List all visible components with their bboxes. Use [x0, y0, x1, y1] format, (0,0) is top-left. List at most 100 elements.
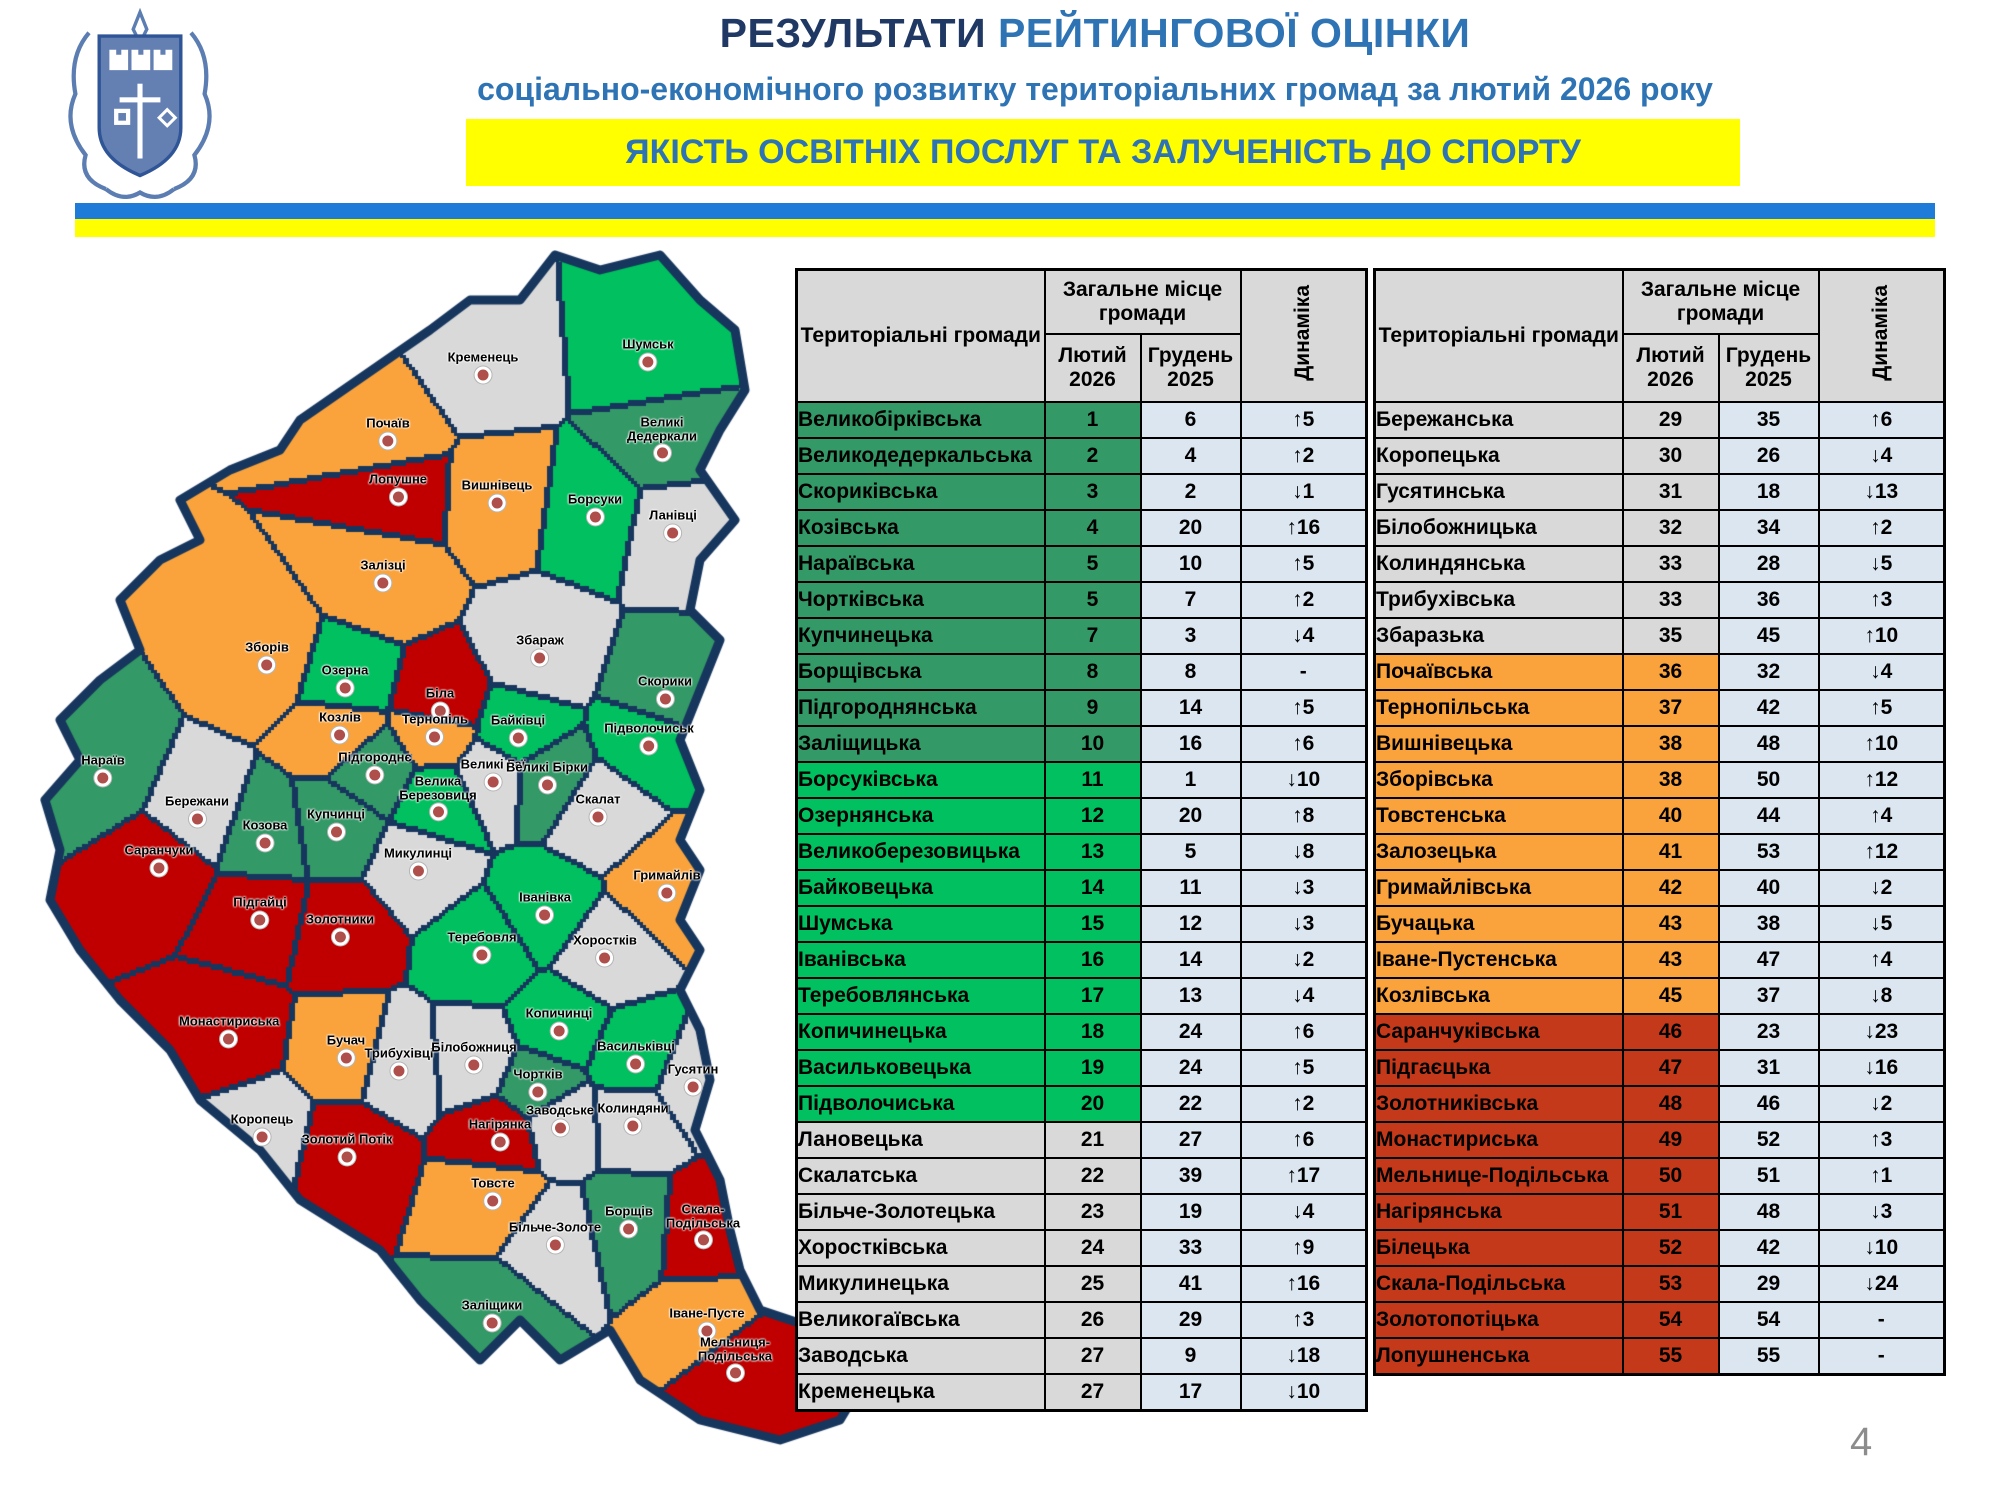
settlement-name: Великі Гаї — [460, 756, 526, 772]
community-name-cell: Великогаївська — [795, 1301, 1046, 1339]
dec-place-cell: 31 — [1717, 1049, 1820, 1087]
community-name-cell: Гримайлівська — [1373, 869, 1624, 907]
map-region-label: Трибухівці — [364, 1046, 434, 1080]
table-row: Скалатська 22 39 ↑17 — [795, 1157, 1368, 1195]
col-header-dec: Грудень 2025 — [1139, 333, 1242, 403]
dynamics-cell: ↓4 — [1817, 653, 1946, 691]
map-region-label: Шумськ — [622, 337, 674, 371]
dynamics-cell: ↓3 — [1239, 869, 1368, 907]
settlement-marker-icon — [664, 524, 682, 542]
dec-place-cell: 2 — [1139, 473, 1242, 511]
feb-place-cell: 4 — [1043, 509, 1142, 547]
settlement-marker-icon — [484, 1192, 502, 1210]
table-row: Скала-Подільська 53 29 ↓24 — [1373, 1265, 1946, 1303]
dynamics-cell: ↓5 — [1817, 905, 1946, 943]
dec-place-cell: 12 — [1139, 905, 1242, 943]
settlement-marker-icon — [640, 737, 658, 755]
community-name-cell: Скала-Подільська — [1373, 1265, 1624, 1303]
settlement-marker-icon — [551, 1119, 569, 1137]
col-header-feb: Лютий 2026 — [1043, 333, 1142, 403]
feb-place-cell: 1 — [1043, 401, 1142, 439]
settlement-marker-icon — [188, 810, 206, 828]
settlement-marker-icon — [331, 726, 349, 744]
settlement-name: Озерна — [321, 662, 369, 678]
settlement-marker-icon — [251, 911, 269, 929]
dec-place-cell: 36 — [1717, 581, 1820, 619]
settlement-name: Байківці — [490, 712, 546, 728]
settlement-name: Ланівці — [649, 507, 697, 523]
settlement-marker-icon — [698, 1322, 716, 1340]
dynamics-cell: ↑3 — [1239, 1301, 1368, 1339]
table-row: Зборівська 38 50 ↑12 — [1373, 761, 1946, 799]
settlement-marker-icon — [256, 834, 274, 852]
dynamics-cell: ↓1 — [1239, 473, 1368, 511]
table-row: Бучацька 43 38 ↓5 — [1373, 905, 1946, 943]
dynamics-cell: ↓4 — [1239, 1193, 1368, 1231]
community-name-cell: Золотопотіцька — [1373, 1301, 1624, 1339]
col-header-dynamics: Динаміка — [1239, 268, 1368, 403]
dynamics-cell: ↑5 — [1239, 401, 1368, 439]
dynamics-cell: - — [1239, 653, 1368, 691]
dynamics-cell: ↓4 — [1239, 977, 1368, 1015]
col-header-feb: Лютий 2026 — [1621, 333, 1720, 403]
map-region-label: Козлів — [319, 710, 361, 744]
col-header-place-group: Загальне місце громади — [1043, 268, 1242, 335]
col-header-community: Територіальні громади — [1373, 268, 1624, 403]
dec-place-cell: 45 — [1717, 617, 1820, 655]
community-name-cell: Байковецька — [795, 869, 1046, 907]
map-region-label: Тернопіль — [402, 711, 468, 746]
community-name-cell: Гусятинська — [1373, 473, 1624, 511]
community-name-cell: Товстенська — [1373, 797, 1624, 835]
oblast-map-canvas — [40, 250, 880, 1490]
community-name-cell: Нараївська — [795, 545, 1046, 583]
map-region-label: Зборів — [245, 640, 289, 674]
feb-place-cell: 15 — [1043, 905, 1142, 943]
settlement-marker-icon — [327, 823, 345, 841]
dynamics-cell: ↓8 — [1239, 833, 1368, 871]
map-region-label: Бережани — [164, 793, 230, 828]
settlement-marker-icon — [624, 1117, 642, 1135]
table-row: Нагірянська 51 48 ↓3 — [1373, 1193, 1946, 1231]
feb-place-cell: 38 — [1621, 725, 1720, 763]
dec-place-cell: 55 — [1717, 1337, 1820, 1376]
settlement-marker-icon — [409, 862, 427, 880]
community-name-cell: Білобожницька — [1373, 509, 1624, 547]
header-titles: РЕЗУЛЬТАТИ РЕЙТИНГОВОЇ ОЦІНКИ соціально-… — [190, 10, 2000, 108]
community-name-cell: Великобірківська — [795, 401, 1046, 439]
dynamics-cell: ↑6 — [1239, 1013, 1368, 1051]
table-row: Почаївська 36 32 ↓4 — [1373, 653, 1946, 691]
feb-place-cell: 36 — [1621, 653, 1720, 691]
dec-place-cell: 44 — [1717, 797, 1820, 835]
map-region-label: Микулинці — [384, 846, 452, 880]
settlement-marker-icon — [509, 729, 527, 747]
page-title: РЕЗУЛЬТАТИ РЕЙТИНГОВОЇ ОЦІНКИ — [190, 10, 2000, 57]
table-row: Колиндянська 33 28 ↓5 — [1373, 545, 1946, 583]
flag-stripe-blue — [75, 203, 1935, 219]
map-region-label: Хоростків — [573, 933, 637, 967]
rank-table-right: Територіальні громади Загальне місце гро… — [1373, 268, 1946, 1376]
community-name-cell: Скориківська — [795, 473, 1046, 511]
dynamics-cell: ↓8 — [1817, 977, 1946, 1015]
settlement-name: Бережани — [164, 793, 230, 809]
settlement-name: Тернопіль — [402, 711, 468, 727]
community-name-cell: Іване-Пустенська — [1373, 941, 1624, 979]
feb-place-cell: 54 — [1621, 1301, 1720, 1339]
settlement-marker-icon — [589, 808, 607, 826]
settlement-marker-icon — [483, 1314, 501, 1332]
settlement-name: Підгороднє — [338, 749, 412, 765]
feb-place-cell: 45 — [1621, 977, 1720, 1015]
settlement-name: Васильківці — [597, 1038, 675, 1054]
table-row: Бережанська 29 35 ↑6 — [1373, 401, 1946, 439]
feb-place-cell: 12 — [1043, 797, 1142, 835]
table-row: Великогаївська 26 29 ↑3 — [795, 1301, 1368, 1339]
dec-place-cell: 33 — [1139, 1229, 1242, 1267]
map-region-label: Борсуки — [568, 492, 622, 526]
feb-place-cell: 9 — [1043, 689, 1142, 727]
settlement-name: Підгайці — [233, 894, 287, 910]
flag-stripe-yellow — [75, 219, 1935, 237]
map-region-label: Заліщики — [462, 1298, 522, 1332]
dynamics-cell: ↓10 — [1239, 761, 1368, 799]
settlement-name: Кременець — [447, 349, 519, 365]
community-name-cell: Підволочиська — [795, 1085, 1046, 1123]
table-row: Більче-Золотецька 23 19 ↓4 — [795, 1193, 1368, 1231]
